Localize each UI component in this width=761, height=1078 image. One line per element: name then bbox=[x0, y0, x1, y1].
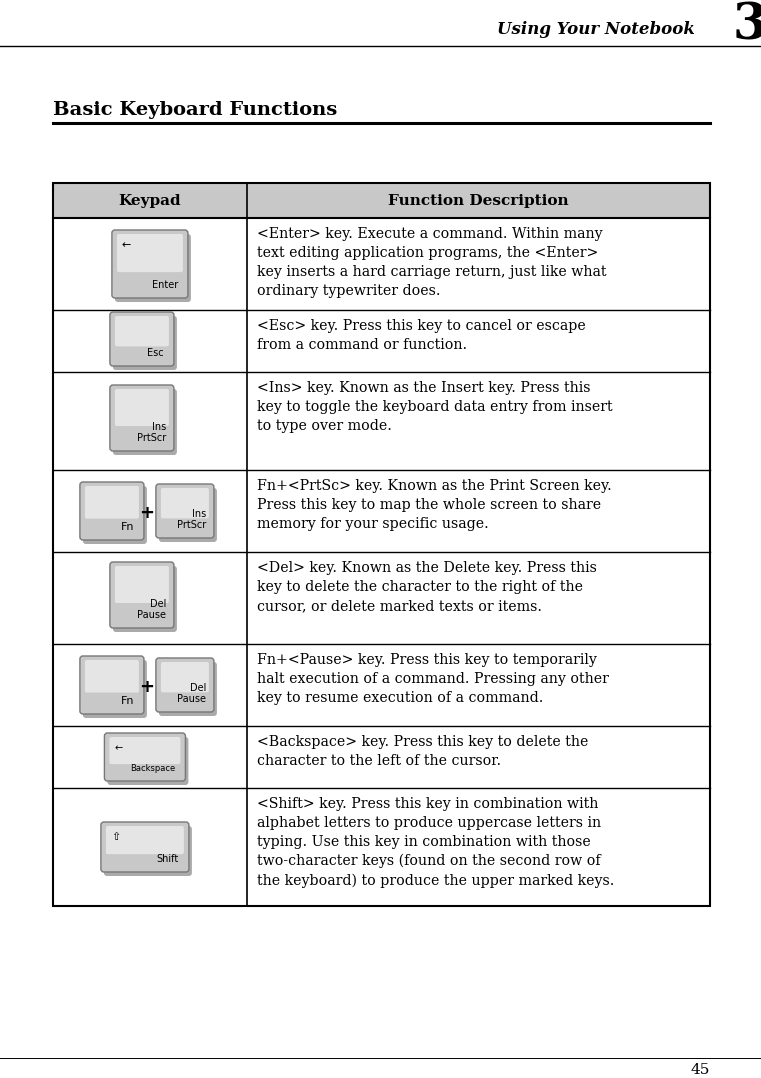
Text: ←: ← bbox=[114, 743, 123, 754]
Text: <Enter> key. Execute a command. Within many
text editing application programs, t: <Enter> key. Execute a command. Within m… bbox=[256, 227, 607, 298]
Text: Del: Del bbox=[189, 683, 206, 693]
Bar bbox=[53, 183, 710, 906]
Text: Using Your Notebook: Using Your Notebook bbox=[497, 22, 695, 39]
FancyBboxPatch shape bbox=[113, 566, 177, 632]
FancyBboxPatch shape bbox=[83, 486, 147, 544]
Text: PrtScr: PrtScr bbox=[137, 433, 166, 443]
Text: Basic Keyboard Functions: Basic Keyboard Functions bbox=[53, 101, 337, 119]
Text: Fn: Fn bbox=[120, 522, 134, 533]
Text: <Backspace> key. Press this key to delete the
character to the left of the curso: <Backspace> key. Press this key to delet… bbox=[256, 735, 588, 768]
Text: +: + bbox=[139, 678, 154, 696]
FancyBboxPatch shape bbox=[80, 657, 144, 714]
Text: <Shift> key. Press this key in combination with
alphabet letters to produce uppe: <Shift> key. Press this key in combinati… bbox=[256, 797, 614, 888]
Text: Del: Del bbox=[149, 599, 166, 609]
FancyBboxPatch shape bbox=[104, 733, 186, 780]
FancyBboxPatch shape bbox=[115, 234, 191, 302]
Text: ←: ← bbox=[122, 240, 132, 250]
Text: Function Description: Function Description bbox=[388, 193, 568, 207]
FancyBboxPatch shape bbox=[156, 658, 214, 711]
FancyBboxPatch shape bbox=[115, 316, 169, 346]
FancyBboxPatch shape bbox=[85, 660, 139, 692]
FancyBboxPatch shape bbox=[117, 234, 183, 272]
Text: +: + bbox=[139, 505, 154, 522]
FancyBboxPatch shape bbox=[106, 826, 184, 854]
FancyBboxPatch shape bbox=[110, 737, 180, 764]
FancyBboxPatch shape bbox=[161, 662, 209, 692]
Text: <Ins> key. Known as the Insert key. Press this
key to toggle the keyboard data e: <Ins> key. Known as the Insert key. Pres… bbox=[256, 381, 613, 433]
Text: Ins: Ins bbox=[151, 421, 166, 432]
FancyBboxPatch shape bbox=[83, 660, 147, 718]
Text: Pause: Pause bbox=[177, 694, 206, 704]
Text: Shift: Shift bbox=[157, 854, 179, 863]
Text: Keypad: Keypad bbox=[119, 193, 181, 207]
FancyBboxPatch shape bbox=[161, 488, 209, 519]
Text: <Del> key. Known as the Delete key. Press this
key to delete the character to th: <Del> key. Known as the Delete key. Pres… bbox=[256, 561, 597, 613]
Text: PrtScr: PrtScr bbox=[177, 520, 206, 530]
FancyBboxPatch shape bbox=[101, 823, 189, 872]
Text: 45: 45 bbox=[691, 1063, 710, 1077]
FancyBboxPatch shape bbox=[113, 316, 177, 370]
FancyBboxPatch shape bbox=[85, 486, 139, 519]
FancyBboxPatch shape bbox=[110, 562, 174, 628]
Text: 3: 3 bbox=[733, 1, 761, 51]
FancyBboxPatch shape bbox=[110, 312, 174, 367]
Text: Fn: Fn bbox=[120, 696, 134, 706]
FancyBboxPatch shape bbox=[112, 230, 188, 298]
Text: Ins: Ins bbox=[192, 509, 206, 519]
Text: Backspace: Backspace bbox=[130, 764, 175, 773]
Bar bbox=[53, 183, 710, 218]
Text: Enter: Enter bbox=[151, 280, 178, 290]
FancyBboxPatch shape bbox=[159, 662, 217, 716]
FancyBboxPatch shape bbox=[110, 385, 174, 451]
Text: Esc: Esc bbox=[148, 348, 164, 358]
Text: <Esc> key. Press this key to cancel or escape
from a command or function.: <Esc> key. Press this key to cancel or e… bbox=[256, 319, 585, 351]
Text: Pause: Pause bbox=[137, 610, 166, 620]
FancyBboxPatch shape bbox=[115, 389, 169, 426]
Text: Fn+<Pause> key. Press this key to temporarily
halt execution of a command. Press: Fn+<Pause> key. Press this key to tempor… bbox=[256, 653, 609, 705]
FancyBboxPatch shape bbox=[115, 566, 169, 603]
FancyBboxPatch shape bbox=[156, 484, 214, 538]
Text: ⇧: ⇧ bbox=[111, 832, 120, 842]
FancyBboxPatch shape bbox=[113, 389, 177, 455]
FancyBboxPatch shape bbox=[104, 826, 192, 876]
FancyBboxPatch shape bbox=[107, 737, 189, 785]
FancyBboxPatch shape bbox=[80, 482, 144, 540]
Text: Fn+<PrtSc> key. Known as the Print Screen key.
Press this key to map the whole s: Fn+<PrtSc> key. Known as the Print Scree… bbox=[256, 479, 612, 530]
FancyBboxPatch shape bbox=[159, 488, 217, 542]
